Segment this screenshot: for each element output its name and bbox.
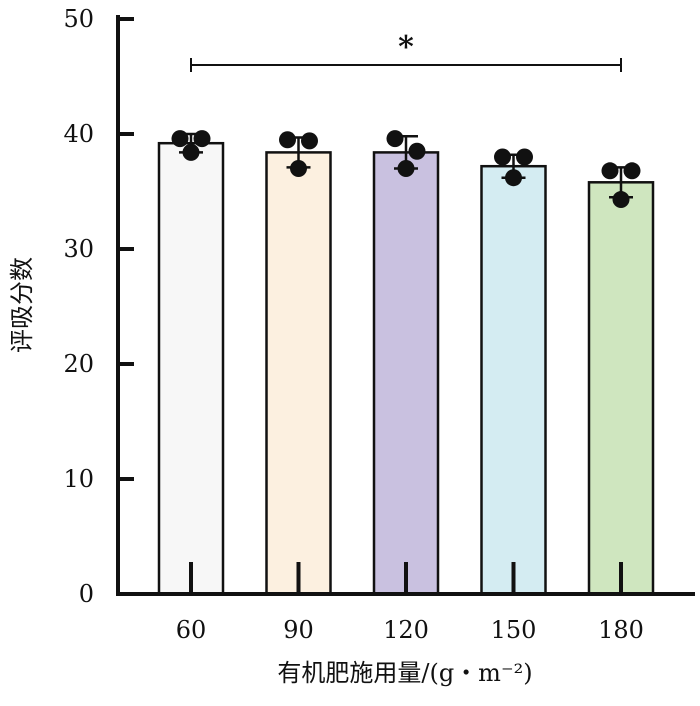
data-point-180-2 (623, 162, 641, 180)
significance-layer: * (190, 30, 622, 72)
x-tick-label-180: 180 (598, 616, 644, 644)
data-point-150-3 (505, 169, 522, 187)
labels-layer: 有机肥施用量/(g・m⁻²) 评吸分数 (8, 257, 533, 687)
significance-label: * (398, 30, 414, 65)
data-point-120-1 (386, 130, 404, 148)
data-point-60-3 (182, 143, 200, 161)
bar-150 (480, 164, 547, 596)
bar-90 (265, 151, 332, 596)
points-layer (171, 130, 641, 209)
x-tick-label-150: 150 (491, 616, 537, 644)
data-point-90-3 (290, 160, 307, 177)
bar-60 (157, 141, 225, 596)
x-tick-label-120: 120 (383, 616, 429, 644)
data-point-60-2 (193, 130, 211, 148)
bar-120 (372, 151, 440, 596)
data-point-90-2 (301, 132, 318, 150)
y-tick-label-10: 10 (63, 465, 94, 493)
bar-180 (587, 181, 655, 596)
data-point-180-3 (612, 191, 630, 209)
y-tick-label-0: 0 (79, 580, 94, 608)
x-tick-label-60: 60 (176, 616, 207, 644)
data-point-150-1 (494, 148, 511, 166)
axes-layer: 60 90 120 150 180 0 10 20 30 40 50 (63, 5, 695, 644)
y-tick-label-30: 30 (63, 235, 94, 263)
data-point-60-1 (171, 130, 189, 148)
data-point-150-2 (516, 148, 533, 166)
y-tick-label-20: 20 (63, 350, 94, 378)
y-tick-label-50: 50 (63, 5, 94, 33)
x-tick-label-90: 90 (283, 616, 314, 644)
y-tick-label-40: 40 (63, 120, 94, 148)
x-axis-label: 有机肥施用量/(g・m⁻²) (277, 659, 532, 687)
y-axis-label: 评吸分数 (8, 257, 36, 353)
data-point-180-1 (601, 162, 619, 180)
data-point-90-1 (279, 131, 296, 149)
data-point-120-3 (397, 160, 415, 177)
bars-layer (157, 141, 655, 596)
data-point-120-2 (408, 142, 426, 160)
